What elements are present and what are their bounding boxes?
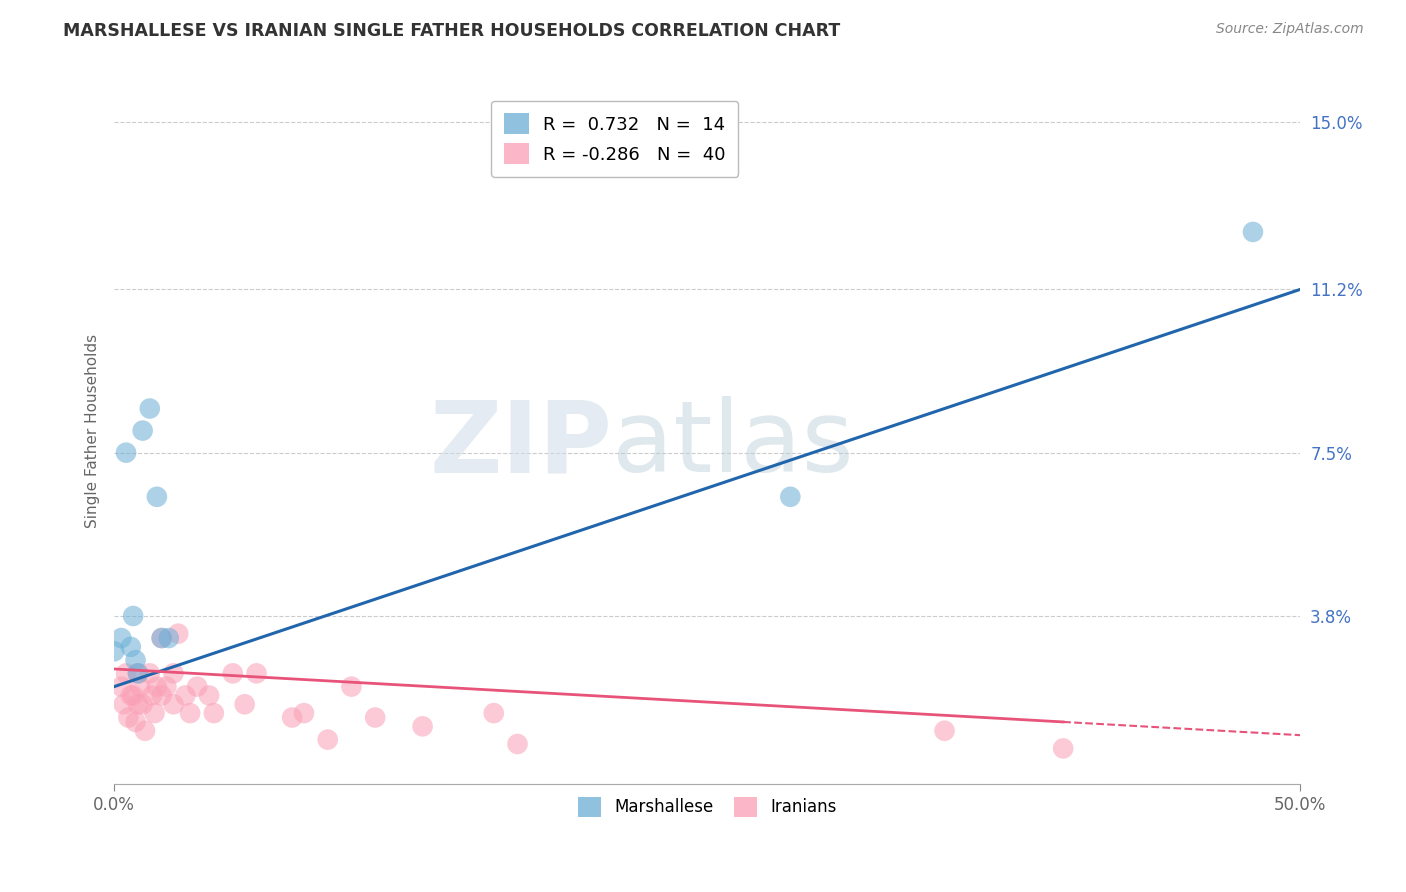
Point [364, 710, 387, 724]
Point [167, 626, 190, 640]
Point [110, 631, 132, 645]
Point [127, 666, 149, 681]
Point [186, 680, 208, 694]
Point [131, 698, 153, 712]
Point [122, 689, 145, 703]
Point [222, 666, 245, 681]
Legend: Marshallese, Iranians: Marshallese, Iranians [569, 789, 845, 825]
Point [316, 732, 339, 747]
Point [179, 706, 201, 720]
Point [134, 723, 156, 738]
Point [1241, 225, 1264, 239]
Point [120, 689, 142, 703]
Point [110, 680, 132, 694]
Point [157, 631, 180, 645]
Text: ZIP: ZIP [429, 396, 613, 493]
Point [120, 640, 142, 654]
Point [506, 737, 529, 751]
Point [146, 680, 169, 694]
Point [115, 445, 138, 459]
Point [115, 666, 138, 681]
Point [281, 710, 304, 724]
Point [131, 424, 153, 438]
Point [124, 714, 146, 729]
Point [129, 680, 152, 694]
Point [155, 680, 177, 694]
Point [103, 644, 125, 658]
Point [412, 719, 434, 733]
Point [340, 680, 363, 694]
Point [150, 631, 173, 645]
Point [127, 698, 149, 712]
Point [1052, 741, 1074, 756]
Point [233, 698, 256, 712]
Point [124, 653, 146, 667]
Point [143, 706, 166, 720]
Point [245, 666, 267, 681]
Point [112, 698, 135, 712]
Point [174, 689, 197, 703]
Point [127, 666, 149, 681]
Point [117, 710, 139, 724]
Text: atlas: atlas [613, 396, 853, 493]
Point [292, 706, 315, 720]
Y-axis label: Single Father Households: Single Father Households [86, 334, 100, 528]
Point [779, 490, 801, 504]
Point [150, 689, 173, 703]
Point [146, 490, 169, 504]
Point [162, 698, 184, 712]
Text: MARSHALLESE VS IRANIAN SINGLE FATHER HOUSEHOLDS CORRELATION CHART: MARSHALLESE VS IRANIAN SINGLE FATHER HOU… [63, 22, 841, 40]
Point [139, 401, 162, 416]
Point [122, 609, 145, 624]
Point [198, 689, 221, 703]
Point [139, 666, 162, 681]
Point [150, 631, 173, 645]
Point [482, 706, 505, 720]
Point [202, 706, 225, 720]
Text: Source: ZipAtlas.com: Source: ZipAtlas.com [1216, 22, 1364, 37]
Point [141, 689, 163, 703]
Point [934, 723, 956, 738]
Point [162, 666, 184, 681]
